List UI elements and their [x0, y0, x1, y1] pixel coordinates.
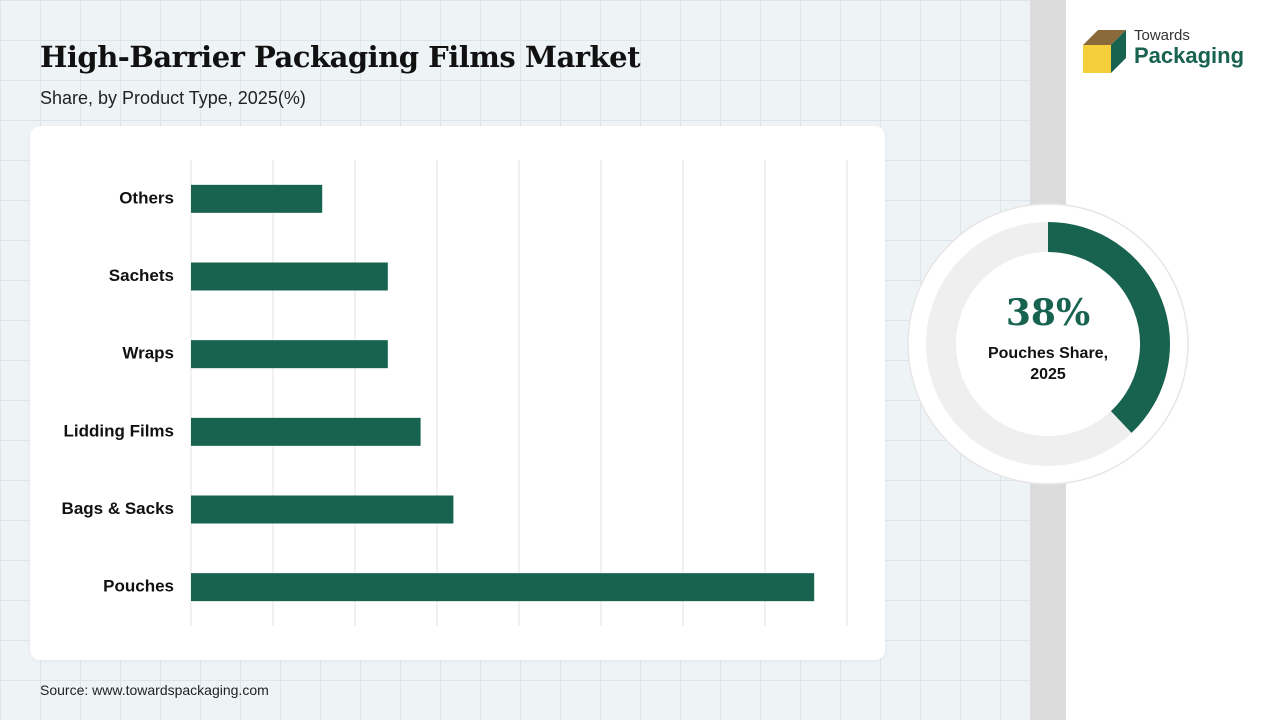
y-tick-label: Pouches — [103, 577, 174, 596]
bar — [191, 417, 421, 446]
donut-value: 38% — [1005, 292, 1091, 334]
chart-subtitle: Share, by Product Type, 2025(%) — [40, 88, 306, 108]
logo: Towards Packaging — [1083, 27, 1244, 73]
y-tick-label: Sachets — [109, 266, 174, 285]
logo-text: Towards — [1134, 27, 1190, 44]
y-tick-label: Bags & Sacks — [62, 499, 174, 518]
bar — [191, 573, 815, 602]
source: Source: www.towardspackaging.com — [40, 682, 269, 698]
donut-label: Pouches Share, 2025 — [987, 345, 1109, 383]
bar — [191, 495, 454, 524]
donut-segment — [1047, 222, 1170, 433]
bar — [191, 262, 388, 291]
bar — [191, 184, 323, 213]
y-tick-label: Lidding Films — [64, 421, 175, 440]
chart-title: High-Barrier Packaging Films Market — [40, 40, 640, 74]
bar — [191, 340, 388, 369]
logo-text: Packaging — [1134, 43, 1244, 68]
y-tick-label: Others — [119, 188, 174, 207]
y-tick-label: Wraps — [122, 344, 174, 363]
chart-panel — [30, 126, 885, 660]
